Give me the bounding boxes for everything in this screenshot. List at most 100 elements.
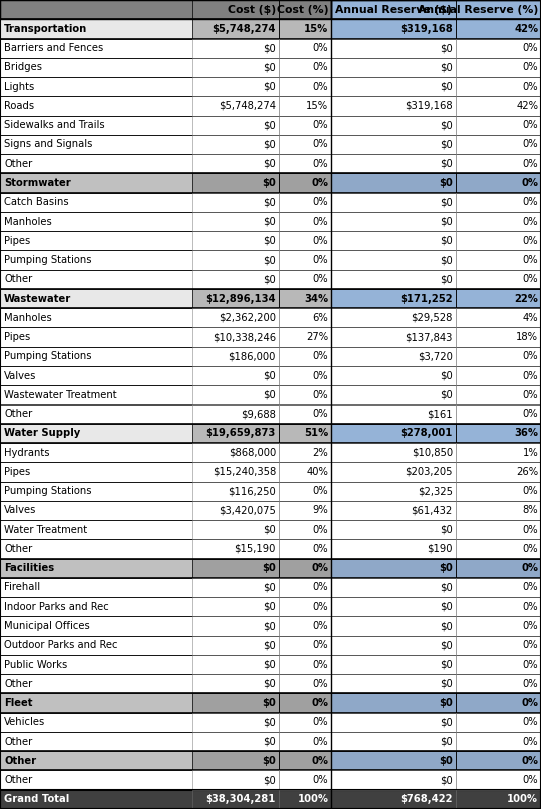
Bar (456, 385, 541, 404)
Bar (331, 501, 456, 520)
Bar (192, 655, 279, 674)
Text: Annual Reserve ($): Annual Reserve ($) (335, 5, 452, 15)
Bar (279, 540, 331, 558)
Bar (331, 154, 456, 173)
Bar (279, 578, 331, 597)
Text: $0: $0 (263, 659, 276, 670)
Bar (331, 713, 456, 732)
Bar (331, 674, 456, 693)
Bar (279, 116, 331, 135)
Bar (0, 558, 192, 578)
Bar (279, 77, 331, 96)
Text: Wastewater: Wastewater (4, 294, 71, 303)
Bar (192, 289, 279, 308)
Bar (192, 347, 279, 366)
Text: 0%: 0% (312, 563, 328, 574)
Bar (279, 616, 331, 636)
Text: Water Supply: Water Supply (4, 429, 80, 438)
Text: Vehicles: Vehicles (4, 718, 45, 727)
Bar (279, 57, 331, 77)
Bar (0, 308, 541, 328)
Text: 0%: 0% (523, 544, 538, 554)
Bar (0, 57, 541, 77)
Bar (0, 540, 541, 558)
Bar (456, 578, 541, 597)
Text: $0: $0 (440, 718, 453, 727)
Text: $319,168: $319,168 (405, 101, 453, 111)
Text: $0: $0 (262, 563, 276, 574)
Bar (279, 770, 331, 790)
Bar (279, 173, 331, 193)
Text: Hydrants: Hydrants (4, 447, 50, 458)
Bar (331, 269, 456, 289)
Bar (279, 19, 331, 39)
Bar (192, 578, 279, 597)
Text: 0%: 0% (523, 679, 538, 688)
Bar (331, 57, 456, 77)
Bar (192, 328, 279, 347)
Bar (331, 193, 456, 212)
Bar (279, 269, 331, 289)
Bar (192, 96, 279, 116)
Bar (0, 77, 541, 96)
Bar (331, 693, 456, 713)
Text: $0: $0 (262, 756, 276, 766)
Bar (279, 443, 331, 462)
Bar (331, 424, 456, 443)
Text: Other: Other (4, 159, 32, 169)
Text: 0%: 0% (313, 371, 328, 380)
Text: Pipes: Pipes (4, 467, 30, 477)
Bar (0, 289, 192, 308)
Bar (279, 501, 331, 520)
Bar (192, 269, 279, 289)
Text: 0%: 0% (523, 525, 538, 535)
Text: Public Works: Public Works (4, 659, 67, 670)
Bar (279, 96, 331, 116)
Text: $278,001: $278,001 (400, 429, 453, 438)
Bar (279, 116, 331, 135)
Text: Pumping Stations: Pumping Stations (4, 255, 91, 265)
Text: $0: $0 (440, 640, 453, 650)
Bar (0, 251, 192, 269)
Text: Pumping Stations: Pumping Stations (4, 351, 91, 362)
Bar (279, 636, 331, 655)
Bar (456, 135, 541, 154)
Text: $3,720: $3,720 (418, 351, 453, 362)
Bar (192, 77, 279, 96)
Bar (192, 154, 279, 173)
Bar (192, 308, 279, 328)
Bar (456, 655, 541, 674)
Bar (192, 790, 279, 809)
Text: $116,250: $116,250 (228, 486, 276, 496)
Bar (192, 404, 279, 424)
Text: $319,168: $319,168 (400, 24, 453, 34)
Text: Catch Basins: Catch Basins (4, 197, 69, 207)
Text: 0%: 0% (313, 486, 328, 496)
Text: Pipes: Pipes (4, 235, 30, 246)
Text: $0: $0 (440, 217, 453, 227)
Text: 9%: 9% (313, 506, 328, 515)
Bar (331, 443, 456, 462)
Bar (192, 0, 279, 19)
Bar (456, 212, 541, 231)
Text: Valves: Valves (4, 506, 36, 515)
Text: $0: $0 (440, 139, 453, 150)
Bar (0, 269, 192, 289)
Bar (279, 462, 331, 481)
Text: $0: $0 (263, 582, 276, 592)
Text: $0: $0 (263, 217, 276, 227)
Bar (0, 135, 541, 154)
Text: 27%: 27% (306, 332, 328, 342)
Bar (0, 540, 192, 558)
Bar (0, 404, 541, 424)
Bar (0, 770, 192, 790)
Bar (279, 0, 331, 19)
Bar (0, 366, 192, 385)
Bar (0, 520, 541, 540)
Bar (279, 289, 331, 308)
Bar (456, 616, 541, 636)
Bar (0, 674, 192, 693)
Text: $0: $0 (263, 679, 276, 688)
Bar (456, 752, 541, 770)
Text: 0%: 0% (523, 235, 538, 246)
